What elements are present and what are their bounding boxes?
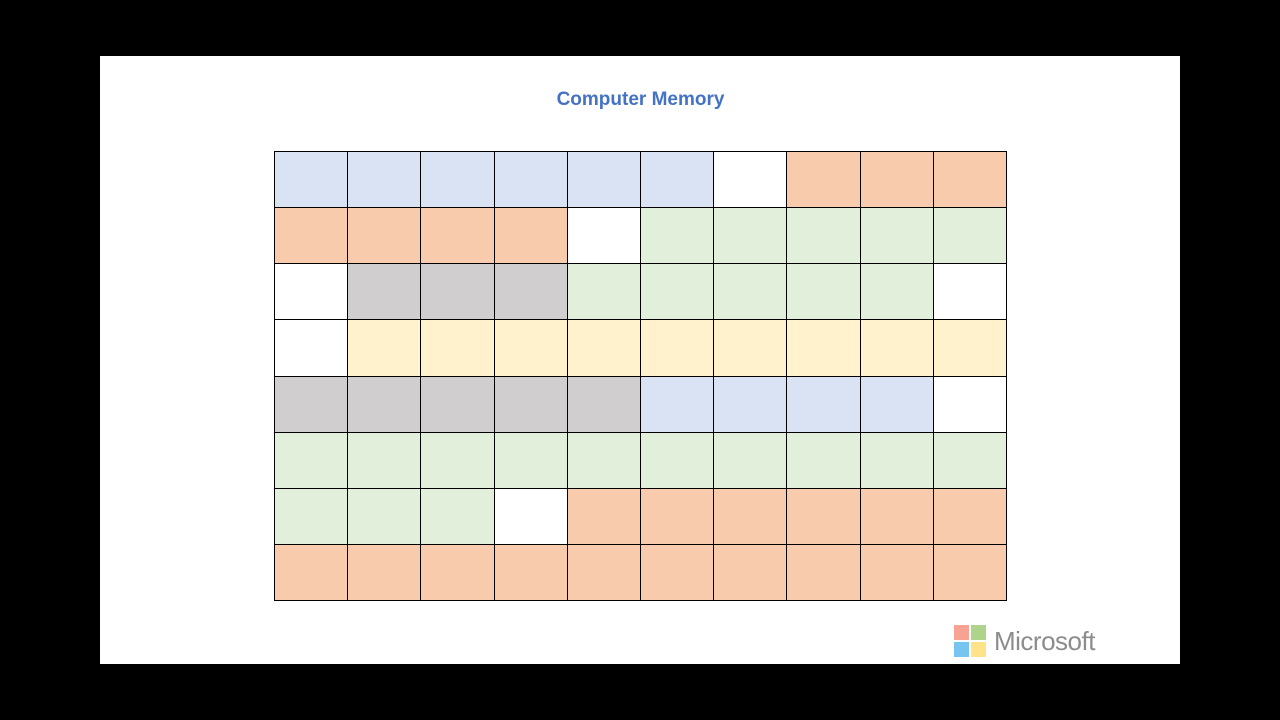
- logo-square: [954, 625, 969, 640]
- memory-cell-orange: [860, 544, 934, 601]
- memory-cell-yellow: [640, 320, 715, 377]
- memory-cell-empty: [567, 208, 641, 265]
- memory-cell-green: [348, 488, 422, 545]
- memory-cell-gray: [348, 264, 422, 321]
- memory-cell-orange: [348, 544, 422, 601]
- memory-cell-orange: [348, 208, 422, 265]
- memory-cell-green: [275, 432, 349, 489]
- memory-cell-yellow: [933, 320, 1007, 377]
- memory-cell-green: [860, 208, 934, 265]
- memory-cell-orange: [275, 208, 349, 265]
- memory-cell-blue: [787, 376, 861, 433]
- memory-cell-green: [933, 208, 1007, 265]
- memory-cell-green: [860, 432, 934, 489]
- memory-cell-orange: [933, 152, 1007, 209]
- memory-cell-yellow: [714, 320, 788, 377]
- memory-cell-orange: [567, 544, 641, 601]
- memory-cell-blue: [275, 152, 349, 209]
- memory-cell-green: [787, 208, 861, 265]
- memory-cell-orange: [933, 544, 1007, 601]
- memory-cell-empty: [933, 376, 1007, 433]
- memory-cell-yellow: [860, 320, 934, 377]
- memory-cell-orange: [494, 544, 568, 601]
- memory-cell-green: [933, 432, 1007, 489]
- memory-cell-orange: [860, 152, 934, 209]
- memory-cell-gray: [494, 376, 568, 433]
- memory-cell-green: [494, 432, 568, 489]
- logo-square: [971, 642, 986, 657]
- memory-cell-blue: [640, 152, 715, 209]
- memory-cell-orange: [714, 544, 788, 601]
- memory-cell-orange: [714, 488, 788, 545]
- memory-cell-green: [348, 432, 422, 489]
- memory-cell-green: [714, 208, 788, 265]
- memory-cell-orange: [787, 488, 861, 545]
- memory-cell-gray: [567, 376, 641, 433]
- memory-cell-yellow: [348, 320, 422, 377]
- memory-cell-blue: [567, 152, 641, 209]
- memory-cell-orange: [421, 208, 495, 265]
- memory-cell-orange: [421, 544, 495, 601]
- memory-cell-orange: [787, 544, 861, 601]
- memory-cell-orange: [640, 544, 715, 601]
- memory-cell-blue: [640, 376, 715, 433]
- slide: Computer Memory Microsoft: [100, 56, 1180, 664]
- memory-cell-orange: [640, 488, 715, 545]
- slide-title: Computer Memory: [556, 89, 725, 110]
- memory-cell-green: [421, 432, 495, 489]
- memory-cell-gray: [421, 376, 495, 433]
- memory-cell-blue: [348, 152, 422, 209]
- logo-square: [954, 642, 969, 657]
- memory-cell-orange: [275, 544, 349, 601]
- memory-cell-green: [275, 488, 349, 545]
- memory-cell-green: [567, 432, 641, 489]
- memory-cell-orange: [494, 208, 568, 265]
- memory-cell-gray: [421, 264, 495, 321]
- memory-cell-blue: [421, 152, 495, 209]
- memory-cell-green: [640, 432, 715, 489]
- memory-cell-blue: [494, 152, 568, 209]
- memory-cell-green: [714, 264, 788, 321]
- memory-cell-yellow: [421, 320, 495, 377]
- windows-logo-icon: [954, 625, 986, 657]
- memory-cell-empty: [275, 320, 349, 377]
- brand-name: Microsoft: [994, 625, 1095, 656]
- memory-cell-orange: [860, 488, 934, 545]
- memory-cell-yellow: [494, 320, 568, 377]
- memory-cell-yellow: [787, 320, 861, 377]
- memory-cell-empty: [275, 264, 349, 321]
- memory-cell-gray: [494, 264, 568, 321]
- memory-cell-green: [640, 264, 715, 321]
- memory-cell-orange: [787, 152, 861, 209]
- memory-cell-green: [860, 264, 934, 321]
- memory-cell-gray: [348, 376, 422, 433]
- logo-square: [971, 625, 986, 640]
- memory-cell-green: [787, 432, 861, 489]
- memory-cell-gray: [275, 376, 349, 433]
- memory-cell-yellow: [567, 320, 641, 377]
- memory-cell-orange: [933, 488, 1007, 545]
- memory-cell-green: [714, 432, 788, 489]
- memory-cell-empty: [494, 488, 568, 545]
- memory-cell-blue: [860, 376, 934, 433]
- memory-cell-green: [640, 208, 715, 265]
- memory-cell-green: [421, 488, 495, 545]
- memory-cell-green: [567, 264, 641, 321]
- memory-cell-blue: [714, 376, 788, 433]
- memory-cell-empty: [933, 264, 1007, 321]
- memory-cell-orange: [567, 488, 641, 545]
- memory-cell-empty: [714, 152, 788, 209]
- memory-cell-green: [787, 264, 861, 321]
- memory-grid: [274, 151, 1007, 601]
- microsoft-logo: Microsoft: [954, 625, 1095, 657]
